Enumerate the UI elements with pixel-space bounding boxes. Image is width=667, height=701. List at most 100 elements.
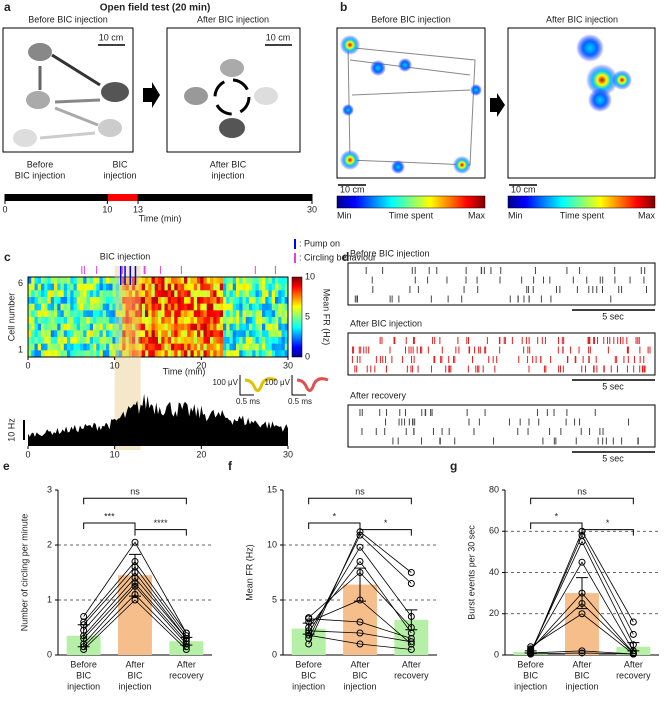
significance-bracket xyxy=(134,529,187,536)
y-axis-title: Mean FR (Hz) xyxy=(244,544,254,601)
heatmap-cell xyxy=(135,310,139,318)
heatmap-cell xyxy=(271,343,276,351)
heatmap-cell xyxy=(177,303,182,311)
heatmap-cell xyxy=(190,297,195,304)
heatmap-cell xyxy=(60,277,65,284)
heatmap-cell xyxy=(184,317,188,324)
heatmap-cell xyxy=(54,297,58,304)
heatmap-cell xyxy=(167,297,172,304)
heatmap-cell xyxy=(63,317,68,324)
heatmap-cell xyxy=(174,323,178,331)
heatmap-cell xyxy=(148,337,152,344)
heatmap-cell xyxy=(158,337,162,344)
heatmap-cell xyxy=(154,343,159,351)
heatmap-cell xyxy=(37,283,42,291)
heatmap-cell xyxy=(63,283,68,291)
heatmap-cell xyxy=(125,303,130,311)
heatmap-cell xyxy=(76,310,81,318)
heatmap-cell xyxy=(128,337,133,344)
data-point xyxy=(356,558,364,565)
heatmap-cell xyxy=(245,297,250,304)
heatmap-cell xyxy=(278,310,282,318)
data-point xyxy=(527,645,535,653)
heatmap-cell xyxy=(177,297,182,304)
heatmap-cell xyxy=(258,277,263,284)
heatmap-cell xyxy=(229,297,234,304)
y-tick-label: 1 xyxy=(47,594,52,604)
shape xyxy=(54,98,101,104)
heatmap-cell xyxy=(229,310,234,318)
x-tick-label: 0 xyxy=(25,360,30,370)
heatmap-cell xyxy=(41,323,45,331)
heatmap-cell xyxy=(112,310,117,318)
colorbar-label: Max xyxy=(468,210,486,220)
heatmap-cell xyxy=(67,310,71,318)
heatmap-cell xyxy=(174,350,178,358)
heatmap-cell xyxy=(262,290,266,298)
subject-line xyxy=(308,599,412,645)
heatmap-cell xyxy=(271,283,276,291)
heatmap-cell xyxy=(63,337,68,344)
heatmap-cell xyxy=(284,290,289,298)
heatmap-cell xyxy=(206,303,211,311)
scale-label: 0.5 ms xyxy=(236,397,260,406)
heatmap-cell xyxy=(245,330,250,338)
heatmap-cell xyxy=(102,283,107,291)
heatmap-cell xyxy=(223,297,227,304)
heatmap-cell xyxy=(83,310,87,318)
heatmap-cell xyxy=(102,330,107,338)
heatmap-cell xyxy=(31,297,35,304)
heatmap-cell xyxy=(73,290,78,298)
heatmap-cell xyxy=(99,330,104,338)
heatmap-cell xyxy=(245,317,250,324)
heatmap-cell xyxy=(213,337,217,344)
heatmap-cell xyxy=(154,330,159,338)
heatmap-cell xyxy=(197,337,201,344)
heatmap-cell xyxy=(219,330,224,338)
heatmap-cell xyxy=(145,303,149,311)
heatmap-cell xyxy=(80,297,84,304)
heatmap-cell xyxy=(125,330,130,338)
heatmap-cell xyxy=(28,317,32,324)
heatmap-cell xyxy=(151,303,156,311)
heatmap-cell xyxy=(83,303,87,311)
heatmap-cell xyxy=(41,343,45,351)
heatmap-cell xyxy=(44,330,48,338)
heatmap-cell xyxy=(102,317,107,324)
heatmap-cell xyxy=(41,297,45,304)
x-tick-label: injection xyxy=(514,681,547,691)
heatmap-frame xyxy=(27,276,289,358)
heatmap-cell xyxy=(232,317,237,324)
heatmap-cell xyxy=(128,323,133,331)
heatmap-cell xyxy=(109,290,113,298)
heatmap-cell xyxy=(44,317,48,324)
heatmap-cell xyxy=(210,297,214,304)
heatmap-cell xyxy=(242,310,247,318)
heatmap-cell xyxy=(73,343,78,351)
heatmap-cell xyxy=(76,337,81,344)
heatmap-cell xyxy=(206,323,211,331)
heatmap-cell xyxy=(258,283,263,291)
heatmap-cell xyxy=(236,303,240,311)
heatmap-cell xyxy=(37,350,42,358)
heatmap-cell xyxy=(89,290,94,298)
y-tick-label: 20 xyxy=(489,608,499,618)
heatmap-cell xyxy=(284,303,289,311)
heatmap-cell xyxy=(73,330,78,338)
heatmap-cell xyxy=(47,330,52,338)
heatmap-cell xyxy=(109,283,113,291)
scale-label: 100 μV xyxy=(212,378,238,387)
raster-title: After recovery xyxy=(350,390,407,400)
heatmap-cell xyxy=(37,343,42,351)
heatmap-cell xyxy=(180,277,185,284)
shape xyxy=(143,82,160,108)
heatmap-cell xyxy=(34,330,39,338)
shape xyxy=(470,84,482,96)
heatmap-cell xyxy=(112,297,117,304)
heatmap-cell xyxy=(265,310,269,318)
heatmap-cell xyxy=(158,330,162,338)
heatmap-cell xyxy=(281,337,286,344)
heatmap-cell xyxy=(258,343,263,351)
heatmap-cell xyxy=(271,317,276,324)
heatmap-cell xyxy=(50,323,55,331)
